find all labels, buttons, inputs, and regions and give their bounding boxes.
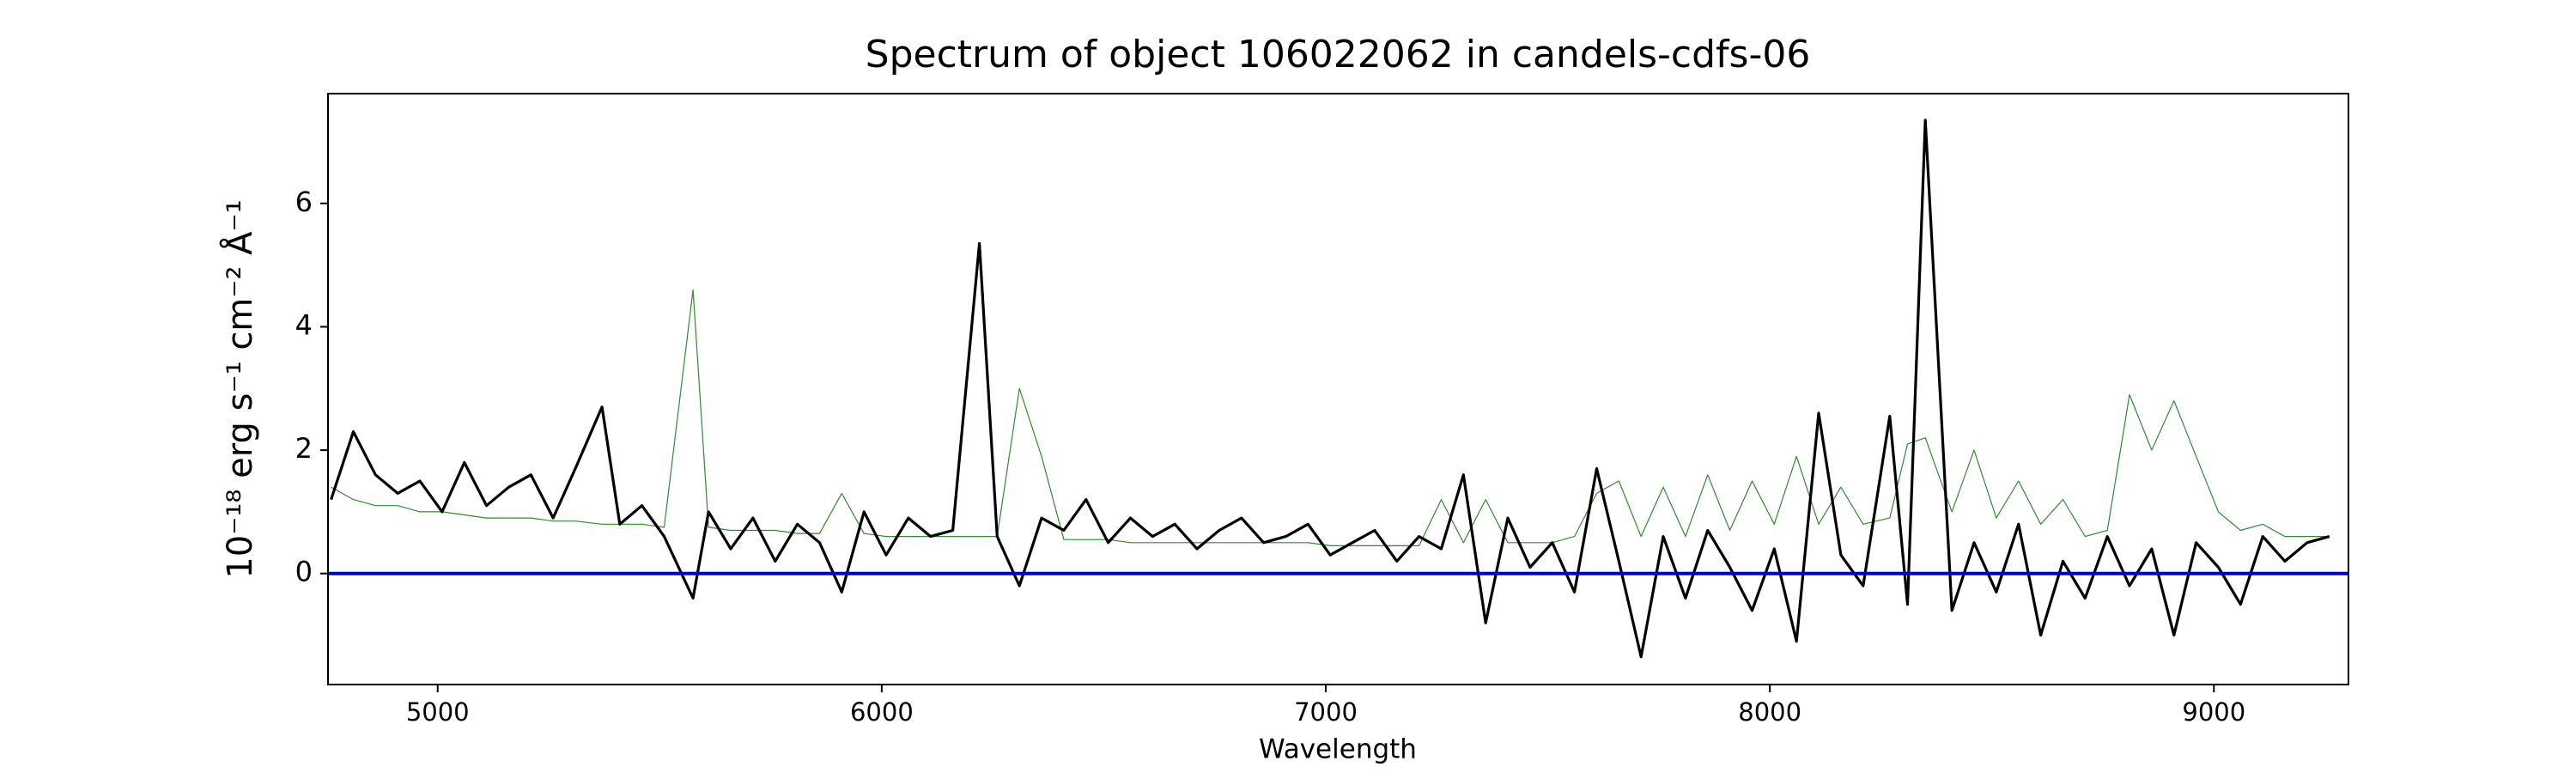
y-tick-label: 6 <box>295 186 313 218</box>
x-tick-label: 9000 <box>2182 697 2245 727</box>
x-tick-label: 7000 <box>1294 697 1358 727</box>
spectrum-line <box>330 119 2330 659</box>
x-axis-label: Wavelength <box>1259 734 1417 765</box>
y-tick-label: 0 <box>295 556 313 588</box>
chart-title: Spectrum of object 106022062 in candels-… <box>866 33 1811 76</box>
y-tick-label: 2 <box>295 432 313 465</box>
x-tick-label: 5000 <box>406 697 470 727</box>
x-tick-label: 8000 <box>1738 697 1801 727</box>
spectrum-line <box>331 289 2330 546</box>
x-tick-label: 6000 <box>850 697 914 727</box>
y-tick-label: 4 <box>295 308 313 341</box>
y-axis-label: 10⁻¹⁸ erg s⁻¹ cm⁻² Å⁻¹ <box>219 199 260 578</box>
plot-frame <box>327 93 2349 685</box>
